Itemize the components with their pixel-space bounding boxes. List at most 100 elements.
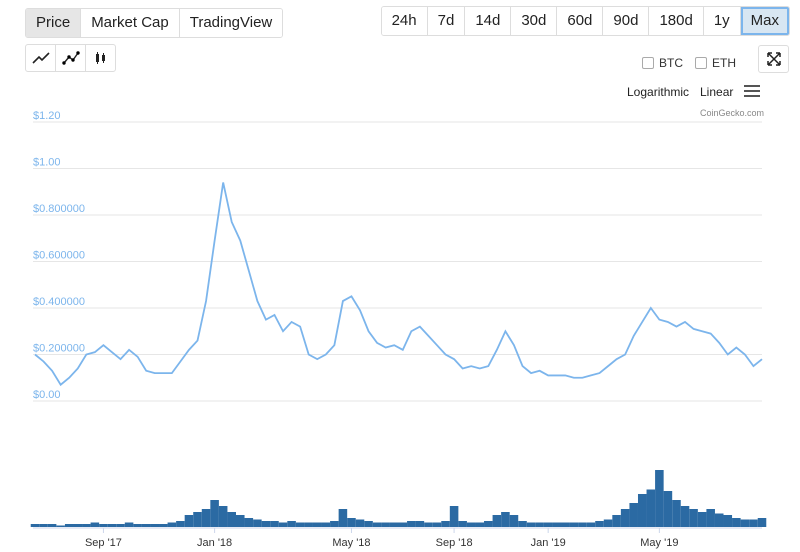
volume-bar: [312, 522, 322, 527]
volume-bar: [124, 522, 134, 527]
scale-option[interactable]: Linear: [700, 85, 734, 99]
y-tick-label: $0.400000: [33, 296, 85, 308]
volume-bar: [287, 521, 296, 527]
volume-bar: [372, 522, 382, 527]
tab[interactable]: Price: [26, 9, 82, 37]
volume-bar: [270, 521, 279, 527]
y-tick-label: $0.800000: [33, 203, 85, 215]
volume-bar: [697, 512, 707, 527]
candle-icon[interactable]: [86, 45, 115, 71]
fullscreen-button[interactable]: [758, 45, 789, 73]
y-tick-label: $1.00: [33, 156, 61, 168]
volume-bar: [689, 509, 698, 527]
volume-bar: [47, 524, 57, 527]
volume-bar: [432, 522, 442, 527]
tab[interactable]: Market Cap: [81, 9, 180, 37]
volume-bar: [141, 524, 151, 527]
volume-bar: [663, 491, 673, 527]
compare-checkbox[interactable]: BTC: [642, 56, 683, 70]
line-icon[interactable]: [26, 45, 56, 71]
volume-bar: [637, 494, 647, 527]
volume-bar: [620, 509, 630, 527]
volume-bar: [39, 524, 48, 527]
volume-bar: [458, 521, 467, 527]
volume-bar: [466, 522, 476, 527]
volume-bar: [364, 521, 373, 527]
volume-bar: [167, 522, 177, 527]
volume-bar: [99, 524, 108, 527]
volume-bar: [159, 524, 168, 527]
volume-bar: [509, 515, 519, 527]
volume-bar: [484, 521, 493, 527]
menu-icon[interactable]: [744, 84, 760, 98]
compare-checkbox[interactable]: ETH: [695, 56, 736, 70]
volume-bar: [381, 522, 390, 527]
volume-bar: [655, 470, 664, 527]
range-button[interactable]: 60d: [557, 7, 604, 35]
x-tick-label: Sep '18: [436, 537, 473, 549]
x-tick-label: Sep '17: [85, 537, 122, 549]
y-tick-label: $1.20: [33, 110, 61, 122]
volume-bar: [526, 522, 536, 527]
volume-bar: [723, 515, 733, 527]
range-button[interactable]: Max: [740, 7, 789, 35]
range-group: 24h 7d 14d 30d 60d 90d 180d 1y Max: [380, 6, 790, 36]
range-button[interactable]: 14d: [465, 7, 512, 35]
volume-bar: [492, 515, 502, 527]
volume-bar: [355, 519, 365, 527]
y-tick-label: $0.600000: [33, 249, 85, 261]
range-button[interactable]: 1y: [703, 7, 741, 35]
volume-bar: [595, 521, 604, 527]
volume-bar: [603, 519, 613, 527]
volume-bar: [201, 509, 211, 527]
volume-bar: [629, 503, 638, 527]
volume-bar: [73, 524, 83, 527]
volume-bar: [501, 512, 510, 527]
volume-bar: [176, 521, 185, 527]
volume-bar: [295, 522, 305, 527]
volume-bar: [714, 513, 724, 527]
volume-bar: [184, 515, 194, 527]
volume-bar: [552, 522, 562, 527]
y-tick-label: $0.200000: [33, 342, 85, 354]
line-dots-icon[interactable]: [56, 45, 86, 71]
volume-bar: [218, 506, 228, 527]
x-tick-label: May '18: [332, 537, 370, 549]
range-button[interactable]: 7d: [427, 7, 466, 35]
range-button[interactable]: 30d: [511, 7, 558, 35]
volume-bar: [757, 518, 767, 527]
y-tick-label: $0.00: [33, 389, 61, 401]
range-button[interactable]: 90d: [603, 7, 650, 35]
volume-bar: [116, 524, 125, 527]
volume-bar: [235, 515, 245, 527]
volume-bar: [407, 521, 416, 527]
tab[interactable]: TradingView: [179, 9, 283, 37]
volume-bar: [321, 522, 331, 527]
volume-bar: [612, 515, 621, 527]
volume-bar: [389, 522, 399, 527]
volume-bar: [64, 524, 74, 527]
range-button[interactable]: 24h: [381, 7, 428, 35]
scale-option[interactable]: Logarithmic: [627, 85, 690, 99]
volume-bar: [338, 509, 348, 527]
volume-bar: [90, 522, 100, 527]
volume-bar: [261, 521, 271, 527]
volume-bar: [150, 524, 160, 527]
volume-bar: [680, 506, 690, 527]
volume-bar: [740, 519, 750, 527]
volume-bar: [330, 521, 339, 527]
volume-bar: [569, 522, 579, 527]
volume-bar: [253, 519, 262, 527]
volume-bar: [518, 521, 527, 527]
volume-bar: [107, 524, 117, 527]
volume-bar: [543, 522, 553, 527]
volume-bar: [749, 519, 758, 527]
range-button[interactable]: 180d: [649, 7, 704, 35]
volume-bar: [244, 518, 254, 527]
volume-bar: [210, 500, 219, 527]
chart-type-group: [25, 44, 116, 72]
volume-bar: [304, 522, 313, 527]
volume-bar: [578, 522, 587, 527]
volume-bar: [193, 512, 202, 527]
